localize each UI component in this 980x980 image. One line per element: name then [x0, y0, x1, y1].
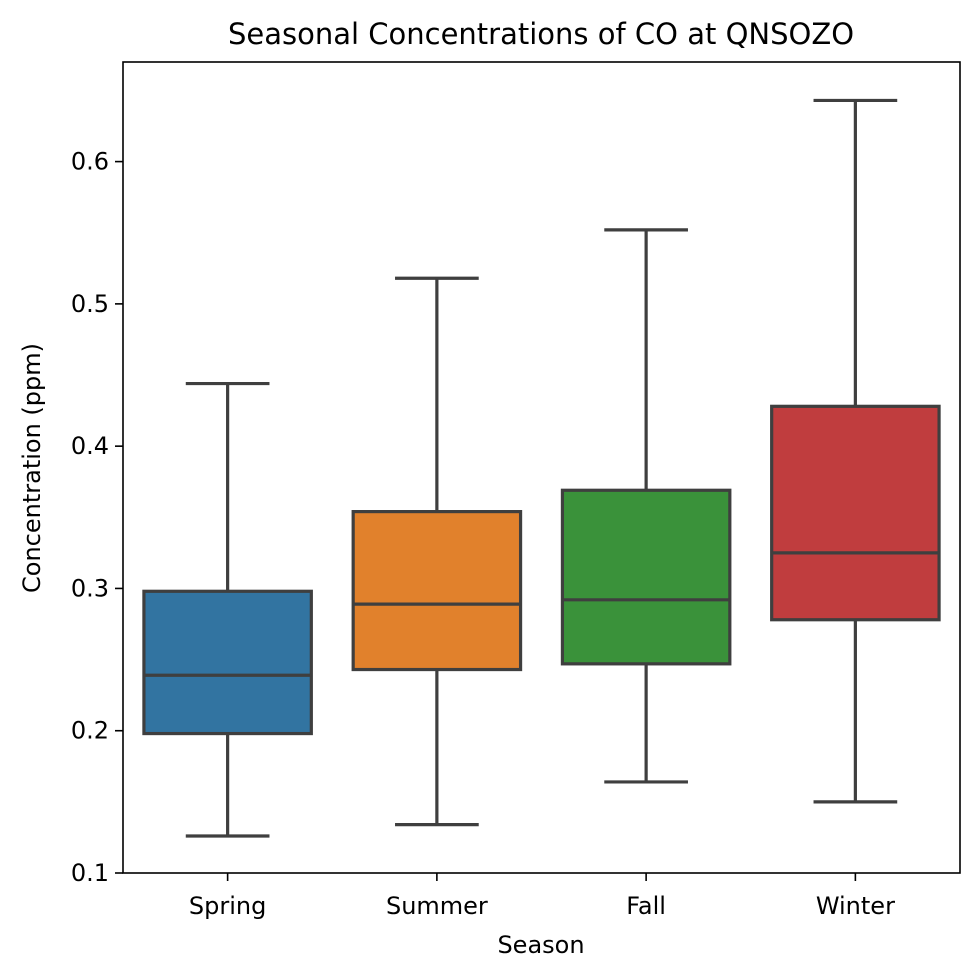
- iqr-box: [560, 488, 732, 666]
- box-group-winter: [770, 98, 941, 804]
- iqr-box: [351, 510, 523, 672]
- plot-frame: [122, 61, 961, 874]
- y-tick-label: 0.4: [71, 432, 109, 460]
- x-tick-label: Summer: [386, 892, 488, 920]
- box-group-summer: [351, 276, 523, 827]
- chart-title: Seasonal Concentrations of CO at QNSOZO: [228, 17, 854, 51]
- x-tick-label: Spring: [189, 892, 266, 920]
- iqr-box: [770, 404, 941, 622]
- x-tick-label: Fall: [626, 892, 666, 920]
- x-tick-label: Winter: [816, 892, 895, 920]
- plot-area: [142, 98, 941, 838]
- y-tick-label: 0.3: [71, 574, 109, 602]
- y-axis-label: Concentration (ppm): [18, 343, 46, 593]
- x-axis: Spring Summer Fall Winter: [189, 873, 895, 920]
- y-tick-label: 0.1: [71, 859, 109, 887]
- box-group-spring: [142, 381, 313, 838]
- iqr-box: [142, 589, 313, 736]
- y-axis: 0.1 0.2 0.3 0.4 0.5 0.6: [71, 148, 123, 887]
- y-tick-label: 0.5: [71, 290, 109, 318]
- x-axis-label: Season: [497, 931, 584, 959]
- y-tick-label: 0.2: [71, 717, 109, 745]
- box-group-fall: [560, 228, 732, 784]
- y-tick-label: 0.6: [71, 148, 109, 176]
